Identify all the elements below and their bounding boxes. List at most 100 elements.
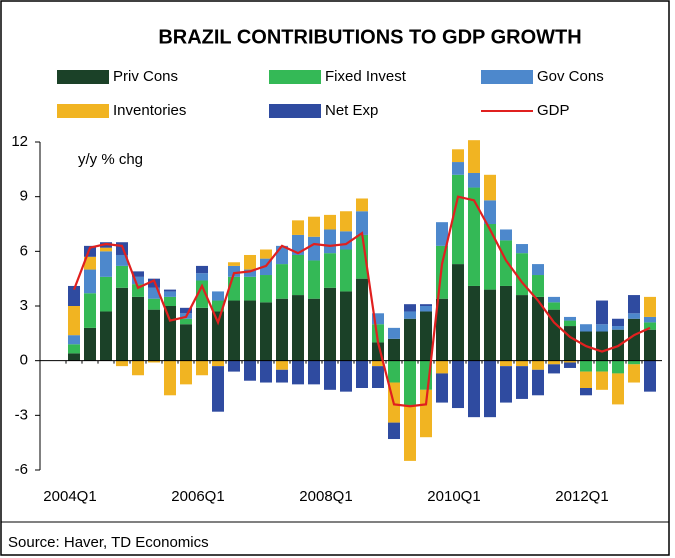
y-tick-label: 6 xyxy=(20,242,28,259)
bar xyxy=(468,187,480,286)
bar xyxy=(148,287,160,299)
bar xyxy=(580,388,592,396)
bar xyxy=(404,406,416,461)
bar xyxy=(308,298,320,361)
bar xyxy=(148,298,160,310)
bar xyxy=(324,360,336,390)
bar xyxy=(548,302,560,310)
legend-label: Fixed Invest xyxy=(325,68,407,85)
bar xyxy=(468,172,480,188)
bar xyxy=(388,422,400,440)
bar xyxy=(516,244,528,254)
y-tick-label: 0 xyxy=(20,352,28,369)
bar xyxy=(388,327,400,339)
bar xyxy=(420,306,432,312)
bar xyxy=(260,249,272,259)
bar xyxy=(212,291,224,301)
bar xyxy=(292,360,304,385)
y-tick-label: -3 xyxy=(15,406,28,423)
bar xyxy=(68,344,80,354)
bar xyxy=(324,229,336,254)
bar xyxy=(452,360,464,409)
bar xyxy=(484,360,496,418)
bar xyxy=(468,140,480,173)
bar xyxy=(276,264,288,299)
bar xyxy=(436,222,448,246)
bar xyxy=(68,306,80,336)
x-tick-label: 2006Q1 xyxy=(171,488,224,505)
bar xyxy=(420,311,432,361)
bar xyxy=(356,278,368,361)
bar xyxy=(276,369,288,383)
bar xyxy=(596,324,608,332)
bar xyxy=(68,353,80,361)
bar xyxy=(132,296,144,361)
bar xyxy=(212,311,224,361)
bar xyxy=(404,304,416,312)
bar xyxy=(164,296,176,306)
bar xyxy=(452,149,464,163)
bar xyxy=(308,260,320,299)
bar xyxy=(244,276,256,301)
bar xyxy=(452,174,464,265)
bar xyxy=(468,360,480,418)
bar xyxy=(612,318,624,327)
bar xyxy=(228,360,240,372)
bar xyxy=(404,360,416,407)
bar xyxy=(340,360,352,392)
bar xyxy=(628,364,640,383)
bar xyxy=(404,311,416,319)
bar xyxy=(324,214,336,230)
bar xyxy=(308,216,320,237)
bar xyxy=(228,262,240,266)
bar xyxy=(372,360,384,367)
legend-swatch xyxy=(57,70,109,84)
bar xyxy=(116,360,128,367)
bar xyxy=(580,360,592,372)
x-tick-label: 2004Q1 xyxy=(43,488,96,505)
y-tick-label: 3 xyxy=(20,297,28,314)
bar xyxy=(404,318,416,361)
legend-label: Net Exp xyxy=(325,102,378,119)
bar xyxy=(644,329,656,361)
bar xyxy=(180,360,192,385)
bar xyxy=(580,324,592,332)
bar xyxy=(308,360,320,385)
bar xyxy=(132,271,144,277)
bar xyxy=(612,360,624,374)
y-tick-label: -6 xyxy=(15,461,28,478)
bar xyxy=(484,289,496,361)
bar xyxy=(164,291,176,297)
bar xyxy=(180,307,192,314)
bar xyxy=(612,373,624,405)
bar xyxy=(516,253,528,296)
bar xyxy=(324,253,336,288)
bar xyxy=(292,254,304,296)
bar xyxy=(484,174,496,201)
bar xyxy=(132,360,144,376)
bar xyxy=(596,371,608,390)
bar xyxy=(116,265,128,288)
bar xyxy=(628,360,640,365)
bar xyxy=(628,295,640,314)
bar xyxy=(484,200,496,224)
bar xyxy=(212,360,224,367)
legend-swatch xyxy=(269,70,321,84)
bar xyxy=(68,285,80,306)
source: Source: Haver, TD Economics xyxy=(8,534,209,551)
bar xyxy=(548,364,560,374)
legend-label: Inventories xyxy=(113,102,186,119)
bar xyxy=(68,335,80,345)
bar xyxy=(212,366,224,412)
bar xyxy=(84,269,96,294)
bar xyxy=(548,309,560,361)
bar xyxy=(372,366,384,388)
bar xyxy=(196,360,208,376)
bar xyxy=(500,229,512,241)
bar xyxy=(292,220,304,235)
bar xyxy=(580,371,592,388)
bar xyxy=(388,338,400,361)
bar xyxy=(532,275,544,297)
bar xyxy=(116,254,128,266)
bar xyxy=(244,269,256,277)
